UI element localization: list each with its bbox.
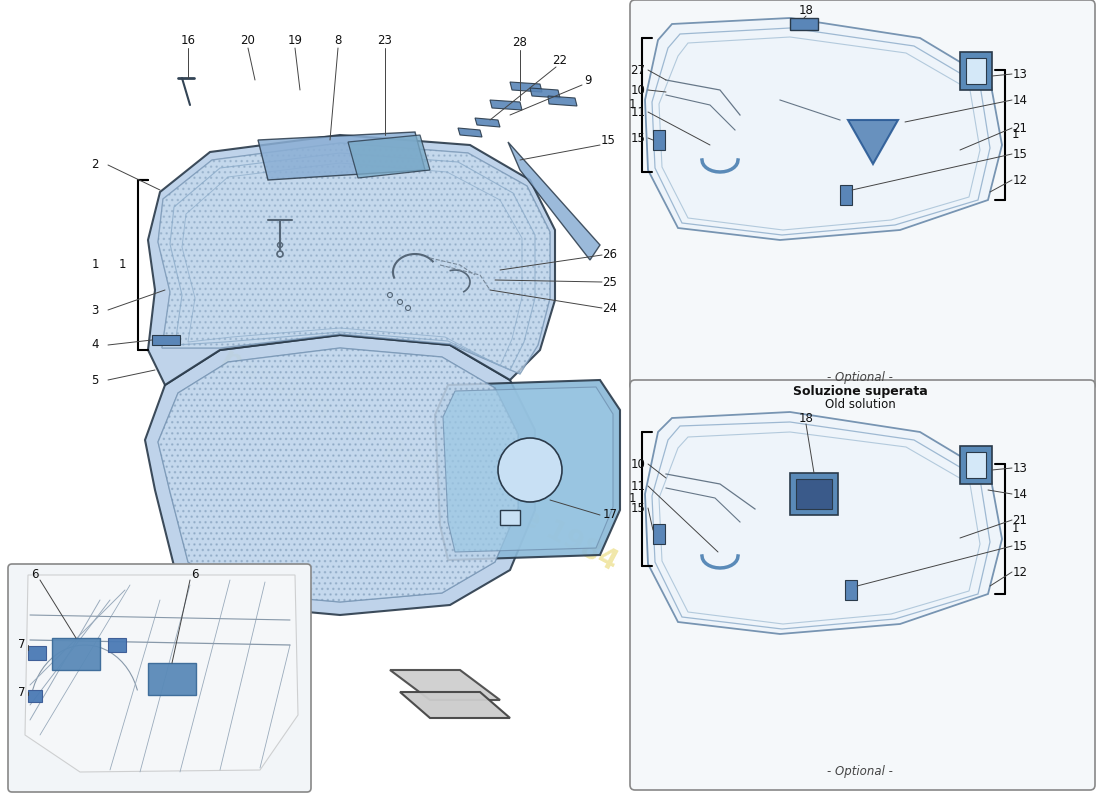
Polygon shape xyxy=(348,135,430,178)
Bar xyxy=(840,185,852,205)
Polygon shape xyxy=(443,387,613,552)
Bar xyxy=(966,452,986,478)
Text: 10: 10 xyxy=(630,83,646,97)
Bar xyxy=(500,510,520,525)
Polygon shape xyxy=(508,142,600,260)
Text: 12: 12 xyxy=(1012,174,1027,186)
Text: 7: 7 xyxy=(19,638,25,651)
Text: 7: 7 xyxy=(19,686,25,698)
Polygon shape xyxy=(148,135,556,385)
Polygon shape xyxy=(548,96,578,106)
Text: 6: 6 xyxy=(191,569,199,582)
Text: 1: 1 xyxy=(119,258,125,271)
Text: 11: 11 xyxy=(630,106,646,118)
Text: 16: 16 xyxy=(180,34,196,46)
Text: 14: 14 xyxy=(1012,487,1027,501)
Text: 26: 26 xyxy=(603,249,617,262)
Text: 11: 11 xyxy=(630,479,646,493)
Text: 15: 15 xyxy=(630,502,646,514)
Text: 5: 5 xyxy=(91,374,99,386)
Text: 1: 1 xyxy=(628,493,636,506)
Bar xyxy=(960,446,992,484)
Polygon shape xyxy=(145,335,535,615)
Polygon shape xyxy=(25,575,298,772)
Bar xyxy=(790,18,818,30)
Text: - Optional -: - Optional - xyxy=(827,766,893,778)
Text: 2: 2 xyxy=(91,158,99,171)
Bar xyxy=(152,335,180,345)
Bar xyxy=(52,638,100,670)
Text: 18: 18 xyxy=(799,3,813,17)
Polygon shape xyxy=(458,128,482,137)
Text: 19: 19 xyxy=(287,34,303,46)
Text: 23: 23 xyxy=(377,34,393,46)
Text: 1: 1 xyxy=(1011,129,1019,142)
Bar xyxy=(28,646,46,660)
Text: 1: 1 xyxy=(1011,522,1019,535)
Bar xyxy=(28,690,42,702)
Text: 13: 13 xyxy=(1013,67,1027,81)
Polygon shape xyxy=(510,82,542,92)
Text: 1: 1 xyxy=(91,258,99,271)
FancyBboxPatch shape xyxy=(8,564,311,792)
Text: 3: 3 xyxy=(91,303,99,317)
Polygon shape xyxy=(475,118,500,127)
Text: 28: 28 xyxy=(513,35,527,49)
Text: 15: 15 xyxy=(601,134,615,146)
Text: 24: 24 xyxy=(603,302,617,314)
Polygon shape xyxy=(645,412,1002,634)
Polygon shape xyxy=(158,348,518,602)
Text: 15: 15 xyxy=(1013,539,1027,553)
Polygon shape xyxy=(390,670,501,700)
Text: 18: 18 xyxy=(799,411,813,425)
FancyBboxPatch shape xyxy=(630,380,1094,790)
Polygon shape xyxy=(400,692,510,718)
Bar xyxy=(960,52,992,90)
Bar xyxy=(966,58,986,84)
Bar xyxy=(790,473,838,515)
Polygon shape xyxy=(158,348,518,602)
Bar xyxy=(796,479,832,509)
Polygon shape xyxy=(158,143,550,374)
Text: 21: 21 xyxy=(1012,122,1027,134)
Text: 15: 15 xyxy=(630,131,646,145)
Text: Old solution: Old solution xyxy=(825,398,895,411)
Bar xyxy=(845,580,857,600)
Text: 13: 13 xyxy=(1013,462,1027,474)
Bar xyxy=(653,130,666,150)
Text: 10: 10 xyxy=(630,458,646,470)
Polygon shape xyxy=(645,18,1002,240)
Text: 17: 17 xyxy=(603,509,617,522)
Text: 25: 25 xyxy=(603,275,617,289)
Bar xyxy=(148,663,196,695)
Circle shape xyxy=(498,438,562,502)
Text: 12: 12 xyxy=(1012,566,1027,578)
Bar xyxy=(108,638,126,652)
Text: 9: 9 xyxy=(584,74,592,86)
Polygon shape xyxy=(848,120,898,164)
Text: 21: 21 xyxy=(1012,514,1027,526)
Bar xyxy=(653,524,666,544)
Polygon shape xyxy=(530,88,560,98)
FancyBboxPatch shape xyxy=(630,0,1094,390)
Text: 15: 15 xyxy=(1013,147,1027,161)
Text: 4: 4 xyxy=(91,338,99,351)
Text: 14: 14 xyxy=(1012,94,1027,106)
Text: passion for parts since 1984: passion for parts since 1984 xyxy=(218,343,623,577)
Text: 27: 27 xyxy=(630,63,646,77)
Text: 8: 8 xyxy=(334,34,342,46)
Text: Soluzione superata: Soluzione superata xyxy=(793,386,927,398)
Text: 6: 6 xyxy=(31,569,38,582)
Polygon shape xyxy=(158,143,550,374)
Polygon shape xyxy=(434,380,620,560)
Text: 20: 20 xyxy=(241,34,255,46)
Text: 22: 22 xyxy=(552,54,568,66)
Polygon shape xyxy=(258,132,425,180)
Text: 1: 1 xyxy=(628,98,636,111)
Polygon shape xyxy=(490,100,522,110)
Text: - Optional -: - Optional - xyxy=(827,371,893,385)
